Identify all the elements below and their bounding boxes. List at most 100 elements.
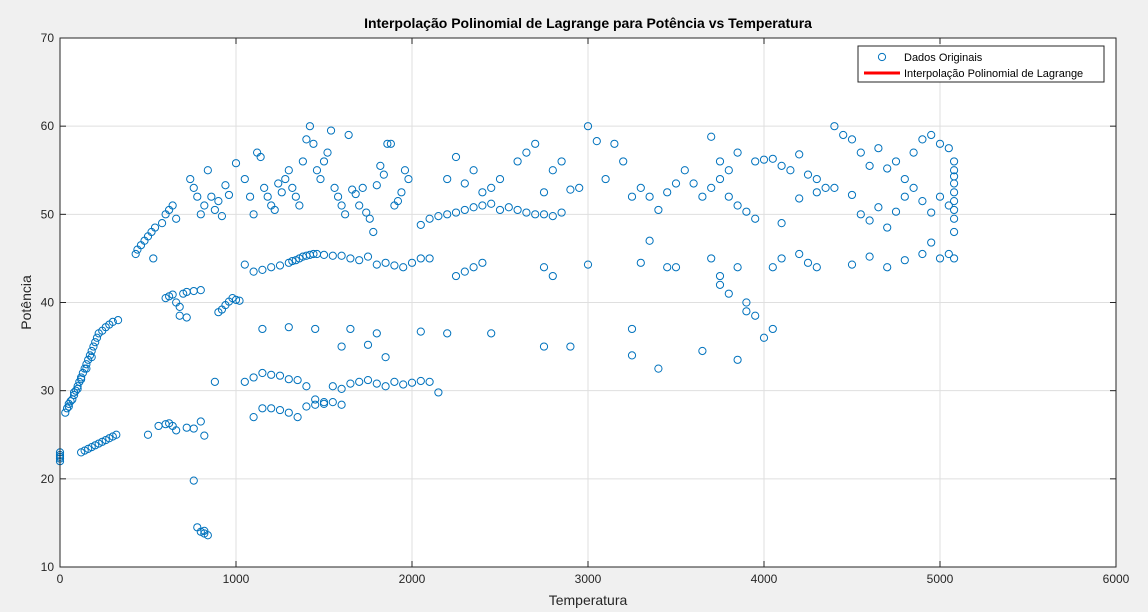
data-point <box>733 355 742 364</box>
data-point <box>724 166 733 175</box>
data-point <box>513 205 522 215</box>
data-point <box>742 207 751 216</box>
data-point <box>369 227 378 237</box>
y-tick-label: 70 <box>41 31 55 45</box>
data-point <box>362 208 371 217</box>
data-point <box>759 333 769 342</box>
data-point <box>645 192 654 201</box>
data-point <box>724 192 733 201</box>
data-point <box>200 201 209 210</box>
data-point <box>355 377 364 386</box>
data-point <box>249 413 258 422</box>
data-point <box>583 122 593 131</box>
data-point <box>258 368 267 378</box>
data-point <box>62 404 72 413</box>
data-point <box>210 205 219 215</box>
data-point <box>504 203 513 212</box>
data-point <box>522 208 531 217</box>
data-point <box>284 408 293 417</box>
data-point <box>372 260 381 269</box>
data-point <box>207 192 216 201</box>
data-point <box>157 219 167 228</box>
data-point <box>175 302 184 312</box>
data-point <box>258 404 267 413</box>
data-point <box>654 205 663 215</box>
data-point <box>513 157 522 166</box>
data-point <box>275 371 285 380</box>
data-point <box>935 192 945 201</box>
data-point <box>469 263 478 272</box>
data-point <box>944 144 953 153</box>
data-point <box>200 431 209 440</box>
data-point <box>487 199 496 208</box>
y-tick-label: 10 <box>41 560 55 574</box>
data-point <box>768 324 777 334</box>
x-tick-label: 0 <box>57 572 64 586</box>
data-point <box>267 370 276 379</box>
data-point <box>715 174 725 184</box>
data-point <box>82 364 91 373</box>
data-point <box>235 296 244 305</box>
data-point <box>460 205 469 215</box>
data-point <box>397 188 406 197</box>
data-point <box>548 271 557 281</box>
data-point <box>341 210 350 219</box>
data-point <box>258 265 267 274</box>
data-point <box>443 210 452 219</box>
data-point <box>295 201 304 210</box>
data-point <box>328 382 337 391</box>
data-point <box>337 400 346 409</box>
data-point <box>64 402 73 411</box>
data-point <box>399 380 408 389</box>
y-axis-label: Potência <box>18 275 34 330</box>
data-point <box>91 338 100 347</box>
data-point <box>249 267 258 276</box>
y-tick-label: 40 <box>41 296 55 310</box>
legend[interactable]: Dados Originais Interpolação Polinomial … <box>857 45 1105 83</box>
data-point <box>830 122 839 131</box>
data-point <box>372 181 381 190</box>
data-point <box>698 346 707 356</box>
data-point <box>337 201 346 210</box>
data-point <box>277 188 286 197</box>
data-point <box>150 223 160 232</box>
data-point <box>309 249 318 259</box>
data-point <box>293 375 302 385</box>
data-point <box>689 179 698 188</box>
data-point <box>949 166 959 175</box>
y-tick-label: 20 <box>41 472 55 486</box>
data-point <box>451 271 461 281</box>
data-point <box>707 132 716 141</box>
data-point <box>196 210 205 219</box>
data-point <box>531 210 540 219</box>
data-point <box>944 201 953 210</box>
data-point <box>883 164 892 173</box>
data-point <box>909 148 918 157</box>
data-point <box>168 290 177 299</box>
data-point <box>407 378 417 387</box>
data-point <box>149 254 158 263</box>
data-point <box>260 183 269 192</box>
data-point <box>390 377 399 386</box>
data-point <box>288 256 297 266</box>
data-point <box>777 219 786 228</box>
data-point <box>715 280 725 289</box>
data-point <box>927 208 936 217</box>
data-point <box>918 135 927 144</box>
data-point <box>274 179 283 188</box>
data-point <box>636 183 645 192</box>
y-axis-ticks: 10 20 30 40 50 60 70 <box>41 31 1116 574</box>
data-point <box>768 154 777 163</box>
data-point <box>548 211 557 221</box>
data-point <box>795 249 804 259</box>
data-point <box>131 249 140 259</box>
data-point <box>812 263 821 272</box>
data-point <box>284 323 293 332</box>
data-point <box>495 174 505 184</box>
data-point <box>221 181 230 190</box>
data-point <box>355 256 364 265</box>
data-point <box>949 188 959 197</box>
data-point <box>909 183 918 192</box>
data-point <box>240 260 249 269</box>
data-point <box>217 211 227 221</box>
